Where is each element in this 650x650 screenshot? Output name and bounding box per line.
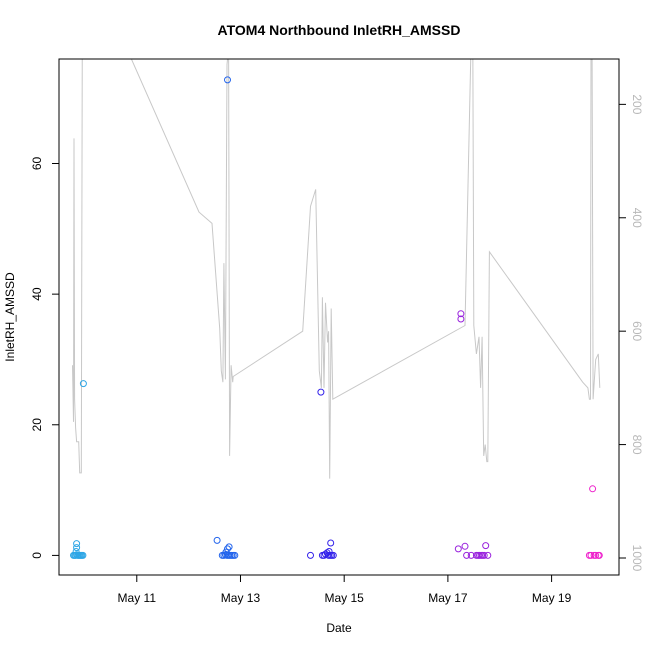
data-point [325,548,333,555]
y-tick-label: 40 [30,287,44,301]
right-axis: 200 400 600 800 1000 [618,94,644,572]
chart-title: ATOM4 Northbound InletRH_AMSSD [218,22,461,38]
data-point [589,485,597,493]
data-point [79,380,87,388]
data-point [73,544,81,552]
y-axis-label: InletRH_AMSSD [3,272,17,362]
x-tick-label: May 13 [221,591,261,605]
x-axis-label: Date [326,621,352,635]
data-point [592,551,600,559]
secondary-line-layer [72,59,601,479]
data-point [224,76,231,84]
data-point [480,551,488,559]
data-point [231,551,239,559]
data-point [457,315,465,323]
right-tick-label: 400 [630,208,644,228]
data-point [225,543,233,551]
data-point [467,551,475,559]
data-point [222,548,230,556]
right-tick-label: 800 [630,435,644,455]
data-point [72,548,80,555]
x-tick-label: May 17 [428,591,468,605]
right-tick-label: 600 [630,321,644,341]
data-point [461,542,469,550]
y-tick-label: 0 [30,552,44,559]
data-point [463,551,471,559]
data-point [79,551,87,559]
data-point [213,536,221,544]
data-point [327,539,335,547]
right-tick-label: 200 [630,94,644,114]
data-point [482,542,490,550]
data-point [73,540,81,548]
data-point [307,551,314,559]
points-layer [70,76,603,559]
secondary-series-line [72,59,601,479]
y-tick-label: 60 [30,157,44,171]
data-point [317,388,325,396]
data-point [587,551,595,559]
data-point [595,551,603,559]
right-tick-label: 1000 [630,545,644,572]
x-tick-label: May 15 [325,591,365,605]
data-point [454,545,462,553]
x-axis: May 11 May 13 May 15 May 17 May 19 [118,574,572,605]
x-tick-label: May 19 [532,591,572,605]
y-tick-label: 20 [30,418,44,432]
plot-frame [58,58,620,576]
y-axis: 0 20 40 60 [30,157,60,559]
data-point [484,551,492,559]
data-point [329,551,337,559]
data-point [457,310,465,318]
data-point [224,545,231,553]
x-tick-label: May 11 [118,591,157,605]
